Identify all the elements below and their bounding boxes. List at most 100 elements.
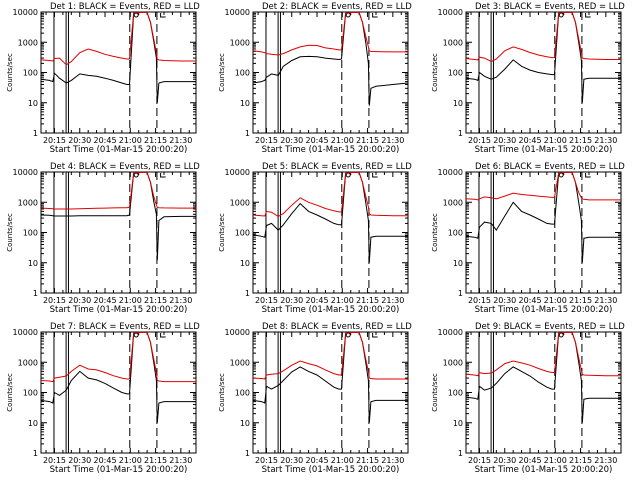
x-tick-label: 21:00 — [331, 136, 354, 145]
y-tick-label: 10 — [240, 99, 250, 108]
events-series-line — [253, 332, 408, 423]
x-tick-label: 20:15 — [43, 136, 66, 145]
plot-frame — [252, 331, 409, 454]
lld-series-line — [41, 12, 196, 66]
lld-series-line — [466, 332, 621, 377]
events-series-line — [41, 12, 196, 103]
panel-det-3: 1 10 100 1000 10000 20:15 20:30 20:45 21:00 21:15… — [431, 2, 625, 155]
y-tick-label: 10 — [240, 259, 250, 268]
y-tick-label: 10000 — [438, 168, 463, 177]
x-tick-label: 21:00 — [544, 136, 567, 145]
corner-marker — [160, 333, 166, 338]
x-tick-label: 20:30 — [280, 456, 303, 465]
y-tick-label: 10 — [240, 419, 250, 428]
y-axis-label: Counts/sec — [431, 213, 439, 252]
events-series-line — [41, 172, 196, 261]
x-axis-label: Start Time (01-Mar-15 20:00:20) — [475, 465, 613, 475]
flare-marker — [558, 172, 564, 178]
x-tick-label: 20:30 — [68, 296, 91, 305]
x-tick-label: 20:45 — [93, 136, 116, 145]
y-tick-label: 1 — [245, 289, 250, 298]
flare-marker — [133, 12, 139, 18]
y-tick-label: 100 — [235, 229, 250, 238]
panel-det-5: 1 10 100 1000 10000 20:15 20:30 20:45 21:00 21:15… — [218, 162, 412, 315]
y-tick-label: 1 — [458, 449, 463, 458]
x-tick-label: 20:45 — [93, 456, 116, 465]
panel-det-7: 1 10 100 1000 10000 20:15 20:30 20:45 21:00 21:15… — [6, 322, 200, 475]
y-tick-label: 10000 — [438, 8, 463, 17]
x-tick-label: 21:15 — [569, 296, 592, 305]
y-tick-label: 100 — [448, 69, 463, 78]
x-tick-label: 20:45 — [305, 296, 328, 305]
x-tick-label: 21:00 — [544, 456, 567, 465]
x-tick-label: 20:30 — [493, 296, 516, 305]
panel-title: Det 1: BLACK = Events, RED = LLD — [50, 2, 200, 12]
x-tick-label: 21:00 — [119, 456, 142, 465]
y-tick-label: 1000 — [443, 358, 463, 367]
y-tick-label: 10 — [453, 419, 463, 428]
x-tick-label: 21:15 — [144, 456, 167, 465]
x-tick-label: 21:15 — [356, 456, 379, 465]
corner-marker — [372, 333, 378, 338]
y-tick-label: 10000 — [438, 328, 463, 337]
corner-marker — [372, 13, 378, 18]
lld-series-line — [466, 172, 621, 201]
lld-series-line — [253, 332, 408, 380]
flare-marker — [345, 332, 351, 338]
x-tick-label: 20:30 — [280, 136, 303, 145]
y-axis-label: Counts/sec — [431, 373, 439, 412]
panel-title: Det 7: BLACK = Events, RED = LLD — [50, 322, 200, 332]
events-series-line — [466, 332, 621, 423]
x-tick-label: 20:45 — [305, 136, 328, 145]
x-tick-label: 21:15 — [356, 136, 379, 145]
corner-marker — [160, 13, 166, 18]
x-tick-label: 21:00 — [119, 136, 142, 145]
x-tick-label: 21:30 — [381, 136, 404, 145]
x-tick-label: 21:00 — [331, 296, 354, 305]
y-tick-label: 100 — [448, 229, 463, 238]
events-series-line — [41, 332, 196, 423]
x-tick-label: 21:30 — [594, 296, 617, 305]
x-axis-label: Start Time (01-Mar-15 20:00:20) — [262, 465, 400, 475]
x-tick-label: 21:15 — [569, 456, 592, 465]
flare-marker — [558, 332, 564, 338]
plot-frame — [40, 171, 197, 294]
panel-title: Det 2: BLACK = Events, RED = LLD — [262, 2, 412, 12]
y-tick-label: 100 — [23, 69, 38, 78]
plot-frame — [465, 331, 622, 454]
y-tick-label: 1 — [33, 289, 38, 298]
x-tick-label: 21:30 — [594, 136, 617, 145]
plot-frame — [465, 11, 622, 134]
x-axis-label: Start Time (01-Mar-15 20:00:20) — [50, 305, 188, 315]
y-axis-label: Counts/sec — [6, 373, 14, 412]
y-tick-label: 10000 — [225, 328, 250, 337]
lld-series-line — [253, 12, 408, 56]
x-tick-label: 21:00 — [119, 296, 142, 305]
panel-det-9: 1 10 100 1000 10000 20:15 20:30 20:45 21:00 21:15… — [431, 322, 625, 475]
x-axis-label: Start Time (01-Mar-15 20:00:20) — [475, 305, 613, 315]
y-tick-label: 10 — [453, 99, 463, 108]
y-tick-label: 1 — [458, 129, 463, 138]
y-tick-label: 10 — [28, 419, 38, 428]
x-tick-label: 20:15 — [468, 456, 491, 465]
x-tick-label: 21:30 — [594, 456, 617, 465]
x-tick-label: 20:15 — [43, 456, 66, 465]
flare-marker — [558, 12, 564, 18]
panel-det-4: 1 10 100 1000 10000 20:15 20:30 20:45 21:00 21:15… — [6, 162, 200, 315]
y-tick-label: 10000 — [13, 328, 38, 337]
y-tick-label: 1000 — [230, 38, 250, 47]
x-tick-label: 20:45 — [518, 136, 541, 145]
plot-frame — [252, 171, 409, 294]
x-tick-label: 20:15 — [43, 296, 66, 305]
plot-frame — [40, 331, 197, 454]
x-tick-label: 20:15 — [468, 136, 491, 145]
lld-series-line — [253, 172, 408, 217]
corner-marker — [585, 333, 591, 338]
y-axis-label: Counts/sec — [6, 53, 14, 92]
y-tick-label: 10000 — [13, 168, 38, 177]
x-tick-label: 21:30 — [169, 456, 192, 465]
panel-det-6: 1 10 100 1000 10000 20:15 20:30 20:45 21:00 21:15… — [431, 162, 625, 315]
y-tick-label: 100 — [23, 229, 38, 238]
x-tick-label: 21:15 — [569, 136, 592, 145]
x-axis-label: Start Time (01-Mar-15 20:00:20) — [50, 465, 188, 475]
